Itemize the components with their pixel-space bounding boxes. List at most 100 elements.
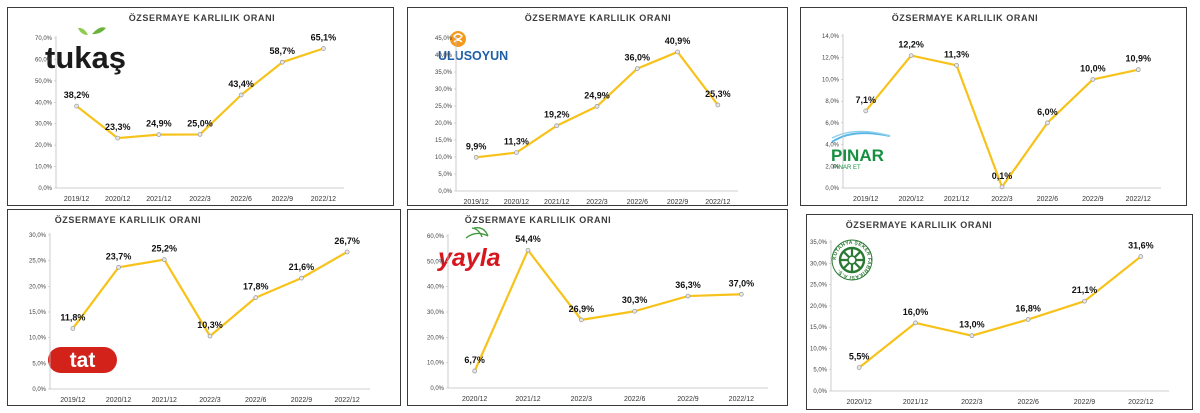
y-tick-label: 50,0% — [35, 79, 53, 85]
data-label: 21,1% — [1072, 285, 1098, 295]
x-tick-label: 2020/12 — [847, 399, 872, 406]
y-tick-label: 40,0% — [35, 100, 53, 106]
x-tick-label: 2022/6 — [1037, 196, 1059, 203]
data-point — [954, 62, 959, 68]
x-tick-label: 2020/12 — [898, 196, 923, 203]
brand-logo-tat: tat — [48, 347, 117, 373]
y-tick-label: 14,0% — [822, 34, 840, 40]
data-point — [156, 132, 162, 137]
svg-text:tat: tat — [70, 349, 96, 372]
svg-text:PINAR: PINAR — [831, 146, 884, 165]
chart-pinar: ÖZSERMAYE KARLILIK ORANI PINAR PINAR ET … — [822, 13, 1161, 203]
series-line — [473, 249, 742, 372]
x-tick-label: 2019/12 — [463, 199, 488, 206]
chart-panel-yayla: ÖZSERMAYE KARLILIK ORANI yayla 0,0% 10,0%… — [407, 209, 788, 406]
series-line — [858, 255, 1142, 369]
data-point — [279, 59, 285, 65]
y-tick-label: 25,0% — [810, 283, 828, 289]
y-tick-label: 40,0% — [427, 285, 445, 291]
y-tick-label: 10,0% — [810, 346, 828, 352]
x-tick-label: 2020/12 — [462, 396, 487, 403]
data-label: 16,0% — [903, 307, 929, 317]
data-label: 6,7% — [464, 355, 485, 365]
data-label: 6,0% — [1037, 107, 1058, 117]
y-tick-label: 30,0% — [810, 261, 828, 267]
brand-logo-yayla: yayla — [436, 227, 501, 272]
chart-tukas: ÖZSERMAYE KARLILIK ORANI tukaş 0,0% 10,0%… — [35, 13, 344, 203]
data-point — [1082, 298, 1087, 304]
data-point — [115, 135, 121, 141]
data-label: 65,1% — [311, 33, 337, 43]
x-tick-label: 2021/12 — [903, 399, 928, 406]
data-point — [525, 247, 531, 253]
data-label: 13,0% — [959, 320, 985, 330]
x-tick-label: 2022/3 — [571, 396, 593, 403]
x-tick-label: 2022/3 — [189, 196, 211, 203]
data-label: 9,9% — [466, 141, 487, 151]
data-point — [207, 333, 213, 339]
data-label: 11,8% — [60, 312, 85, 322]
chart-title: ÖZSERMAYE KARLILIK ORANI — [55, 215, 202, 225]
data-label: 24,9% — [146, 119, 172, 129]
chart-title: ÖZSERMAYE KARLILIK ORANI — [846, 220, 993, 230]
data-label: 21,6% — [289, 262, 315, 272]
data-label: 26,9% — [569, 304, 595, 314]
chart-panel-ulusoy: ÖZSERMAYE KARLILIK ORANI ULUSOYUN 0,0% 5,… — [407, 7, 788, 206]
y-tick-label: 30,0% — [435, 87, 453, 93]
y-tick-label: 10,0% — [35, 165, 53, 171]
data-point — [856, 365, 862, 370]
data-point — [578, 317, 584, 323]
x-tick-label: 2020/12 — [106, 397, 131, 404]
x-tick-label: 2022/9 — [291, 397, 313, 404]
data-label: 16,8% — [1015, 303, 1041, 313]
data-label: 37,0% — [729, 278, 755, 288]
x-tick-label: 2019/12 — [853, 196, 878, 203]
x-tick-label: 2022/12 — [1126, 196, 1151, 203]
x-tick-label: 2022/12 — [334, 397, 359, 404]
data-label: 25,0% — [187, 118, 213, 128]
y-tick-label: 40,0% — [435, 53, 453, 59]
x-tick-label: 2021/12 — [544, 199, 569, 206]
data-point — [969, 333, 975, 339]
chart-ulusoy: ÖZSERMAYE KARLILIK ORANI ULUSOYUN 0,0% 5,… — [435, 13, 738, 206]
x-tick-label: 2022/6 — [230, 196, 252, 203]
svg-text:tukaş: tukaş — [45, 40, 126, 75]
data-point — [554, 123, 560, 129]
data-label: 36,3% — [675, 280, 701, 290]
data-label: 24,9% — [584, 90, 610, 100]
x-tick-label: 2019/12 — [64, 196, 89, 203]
x-tick-label: 2022/12 — [311, 196, 336, 203]
y-tick-label: 45,0% — [435, 36, 453, 42]
svg-text:ULUSOYUN: ULUSOYUN — [438, 49, 508, 63]
data-label: 36,0% — [625, 53, 651, 63]
y-tick-label: 20,0% — [29, 284, 47, 290]
data-point — [1135, 67, 1141, 73]
chart-title: ÖZSERMAYE KARLILIK ORANI — [892, 13, 1039, 23]
chart-kutahya: ÖZSERMAYE KARLILIK ORANI KÜTAHYA ŞEKER F… — [810, 220, 1169, 406]
x-tick-label: 2022/9 — [677, 396, 699, 403]
data-point — [253, 295, 259, 300]
x-tick-label: 2022/6 — [1017, 399, 1039, 406]
x-tick-label: 2022/6 — [245, 397, 267, 404]
data-point — [70, 326, 76, 331]
y-tick-label: 35,0% — [435, 70, 453, 76]
data-point — [685, 293, 691, 299]
chart-panel-tukas: ÖZSERMAYE KARLILIK ORANI tukaş 0,0% 10,0%… — [7, 7, 394, 206]
data-point — [863, 108, 869, 114]
data-label: 7,1% — [855, 95, 876, 105]
x-tick-label: 2021/12 — [515, 396, 540, 403]
data-point — [161, 257, 167, 262]
chart-panel-pinar: ÖZSERMAYE KARLILIK ORANI PINAR PINAR ET … — [800, 7, 1187, 206]
y-tick-label: 8,0% — [825, 99, 839, 105]
y-tick-label: 5,0% — [813, 368, 827, 374]
y-tick-label: 0,0% — [430, 386, 444, 392]
y-tick-label: 70,0% — [35, 36, 53, 42]
data-point — [321, 46, 326, 51]
x-tick-label: 2022/3 — [991, 196, 1013, 203]
data-label: 23,7% — [106, 251, 132, 261]
data-point — [344, 249, 350, 255]
brand-logo-pinar: PINAR PINAR ET — [831, 130, 891, 171]
data-label: 17,8% — [243, 282, 269, 292]
data-point — [999, 184, 1005, 190]
y-tick-label: 10,0% — [822, 77, 840, 83]
